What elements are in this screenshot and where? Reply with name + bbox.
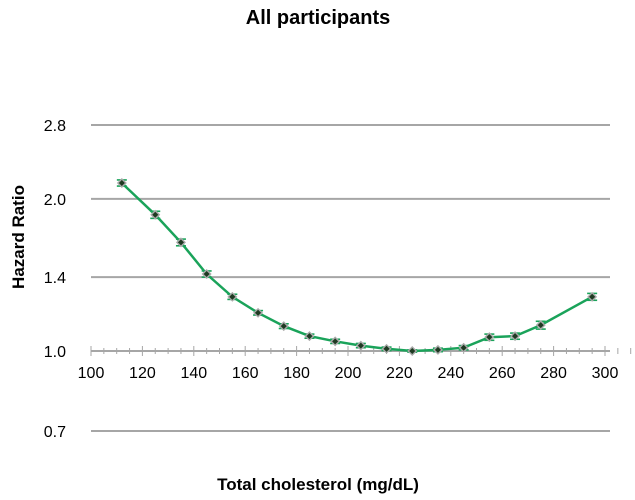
y-axis-label: Hazard Ratio — [9, 185, 28, 289]
x-tick-label: 300 — [592, 365, 619, 382]
y-tick-label: 2.0 — [44, 192, 66, 209]
data-point — [484, 332, 495, 343]
x-tick-label: 120 — [129, 365, 156, 382]
data-point — [175, 237, 186, 248]
data-point — [304, 331, 315, 342]
data-point — [116, 177, 127, 188]
x-tick-label: 180 — [283, 365, 310, 382]
data-point — [150, 209, 161, 220]
x-tick-labels: 100 120 140 160 180 200 220 240 260 280 300 — [78, 365, 619, 382]
x-tick-label: 200 — [335, 365, 362, 382]
data-point — [278, 321, 289, 332]
data-point — [432, 344, 443, 355]
x-tick-label: 140 — [180, 365, 207, 382]
data-point — [201, 269, 212, 280]
x-tick-label: 100 — [78, 365, 105, 382]
x-tick-label: 280 — [540, 365, 567, 382]
x-axis-minor-ticks — [90, 346, 632, 356]
y-tick-label: 2.8 — [44, 118, 66, 135]
y-tick-labels: 0.7 1.0 1.4 2.0 2.8 — [44, 118, 66, 441]
x-tick-label: 160 — [232, 365, 259, 382]
data-point — [253, 307, 264, 318]
x-tick-label: 240 — [437, 365, 464, 382]
gridlines — [91, 124, 610, 432]
data-point — [407, 346, 418, 356]
x-tick-label: 260 — [489, 365, 516, 382]
data-point — [355, 340, 366, 351]
chart-title: All participants — [246, 7, 390, 29]
series — [116, 177, 598, 356]
data-point — [535, 320, 546, 331]
y-tick-label: 1.0 — [44, 344, 66, 361]
data-point — [227, 291, 238, 302]
x-tick-label: 220 — [386, 365, 413, 382]
data-point — [381, 343, 392, 354]
y-tick-label: 0.7 — [44, 424, 66, 441]
data-point — [587, 291, 598, 302]
data-point — [510, 331, 521, 342]
data-point — [458, 342, 469, 353]
data-point — [330, 336, 341, 347]
series-line — [120, 182, 593, 353]
x-axis-label: Total cholesterol (mg/dL) — [217, 475, 419, 494]
y-tick-label: 1.4 — [44, 270, 66, 287]
